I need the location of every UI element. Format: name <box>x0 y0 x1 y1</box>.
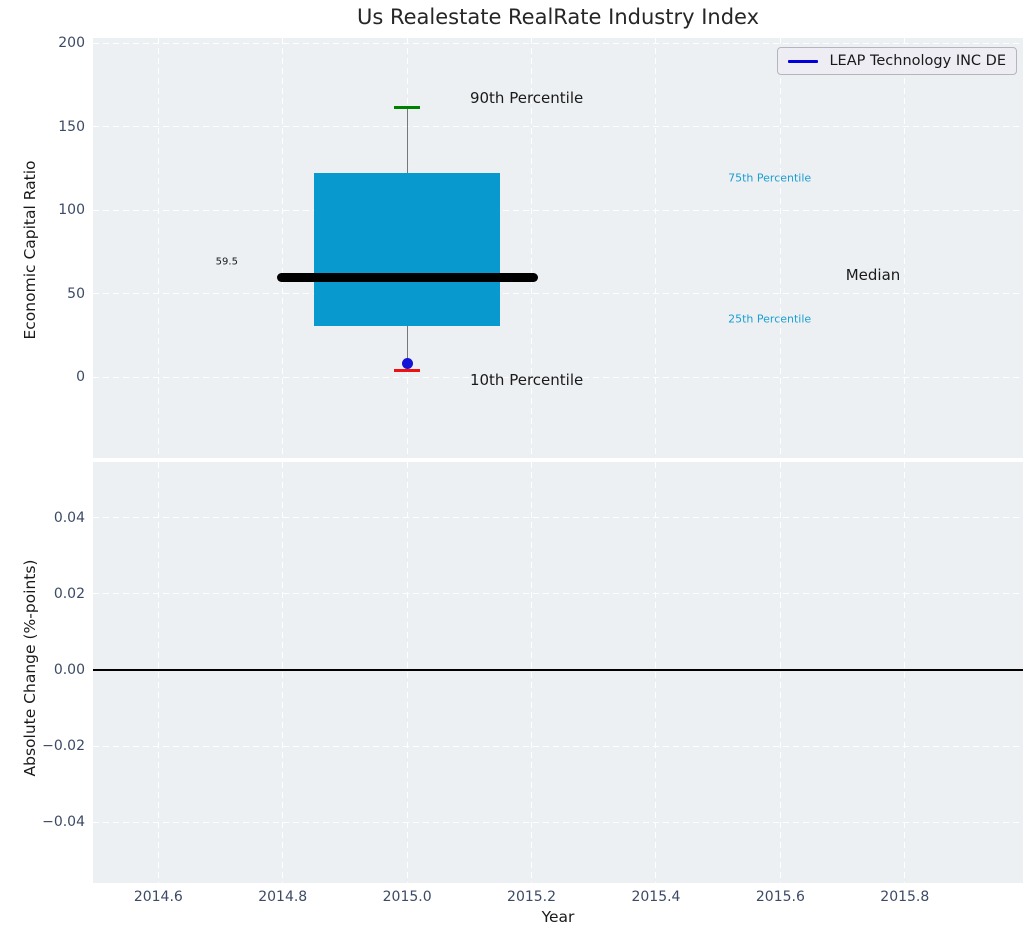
annotation-59-5: 59.5 <box>215 256 238 268</box>
x-gridline <box>531 462 533 883</box>
top-y-tick-label: 100 <box>58 202 85 218</box>
p90-cap <box>394 105 421 109</box>
legend-series-label: LEAP Technology INC DE <box>829 53 1006 69</box>
x-tick-label: 2015.6 <box>755 889 805 905</box>
annotation-25th-percentile: 25th Percentile <box>728 312 812 326</box>
bottom-y-tick-label: −0.02 <box>42 738 85 755</box>
chart-title: Us Realestate RealRate Industry Index <box>356 5 759 29</box>
x-gridline <box>282 462 284 883</box>
x-gridline <box>655 38 657 458</box>
y-gridline <box>93 126 1023 127</box>
company-point <box>401 358 413 370</box>
x-axis-label: Year <box>541 908 575 926</box>
x-gridline <box>904 38 906 458</box>
x-tick-label: 2014.8 <box>258 889 308 905</box>
legend: LEAP Technology INC DE <box>777 47 1017 75</box>
bottom-y-tick-label: −0.04 <box>42 814 85 831</box>
y-gridline <box>93 42 1023 44</box>
x-tick-label: 2015.8 <box>880 889 930 905</box>
y-gridline <box>93 209 1023 211</box>
top-y-tick-label: 50 <box>67 285 85 302</box>
x-gridline <box>531 38 533 458</box>
x-gridline <box>157 38 159 458</box>
legend-line-sample <box>788 59 819 63</box>
median-line <box>276 273 538 283</box>
x-tick-label: 2015.2 <box>507 889 557 905</box>
x-gridline <box>779 462 781 883</box>
top-y-tick-label: 0 <box>76 369 85 385</box>
annotation-75th-percentile: 75th Percentile <box>728 171 812 185</box>
top-y-tick-label: 150 <box>58 118 85 135</box>
x-tick-label: 2015.4 <box>631 889 681 905</box>
y-gridline <box>93 821 1023 823</box>
annotation-median: Median <box>845 266 901 285</box>
top-y-axis-label: Economic Capital Ratio <box>21 160 39 340</box>
top-y-tick-label: 200 <box>58 35 85 51</box>
y-gridline <box>93 376 1023 378</box>
x-gridline <box>655 462 657 883</box>
y-gridline <box>93 517 1023 519</box>
y-gridline <box>93 745 1023 747</box>
x-gridline <box>282 38 284 458</box>
bottom-y-tick-label: 0.00 <box>53 662 85 679</box>
iqr-box <box>313 173 501 327</box>
zero-line <box>93 669 1023 671</box>
bottom-y-tick-label: 0.02 <box>53 585 85 602</box>
y-gridline <box>93 293 1023 294</box>
y-gridline <box>93 593 1023 595</box>
annotation-90th-percentile: 90th Percentile <box>469 89 584 108</box>
annotation-10th-percentile: 10th Percentile <box>469 371 584 390</box>
x-gridline <box>904 462 906 883</box>
bottom-plot-area <box>93 462 1023 883</box>
x-tick-label: 2015.0 <box>382 889 432 905</box>
bottom-y-axis-label: Absolute Change (%-points) <box>21 559 39 777</box>
x-tick-label: 2014.6 <box>133 889 183 905</box>
x-gridline <box>157 462 159 883</box>
x-gridline <box>406 462 408 883</box>
top-plot-area: LEAP Technology INC DE 90th Percentile 10… <box>93 38 1023 458</box>
p10-cap <box>394 368 421 372</box>
x-gridline <box>779 38 781 458</box>
bottom-y-tick-label: 0.04 <box>53 509 85 526</box>
